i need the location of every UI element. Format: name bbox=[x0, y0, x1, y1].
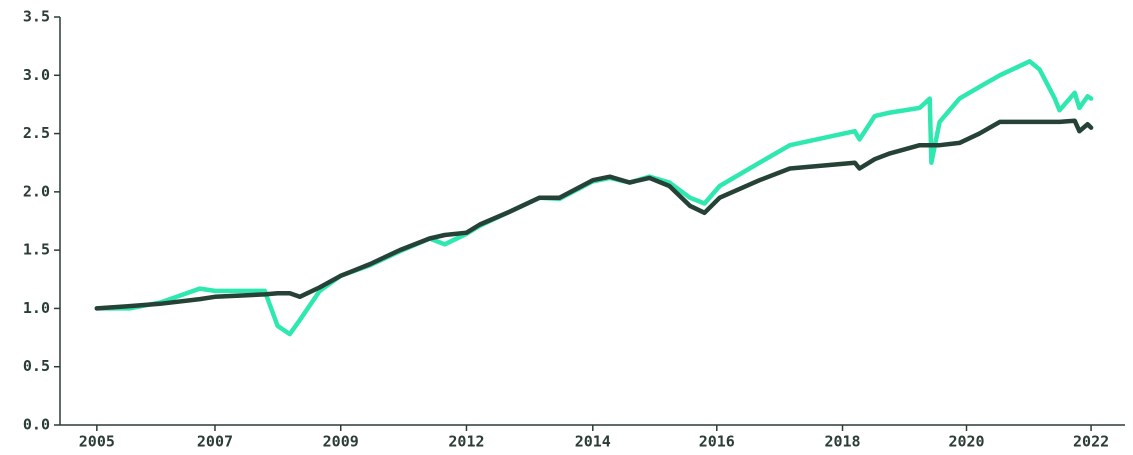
y-tick-label: 1.0 bbox=[23, 299, 50, 317]
x-tick-label: 2009 bbox=[323, 433, 359, 451]
series-line bbox=[94, 118, 1094, 311]
x-tick-label: 2022 bbox=[1073, 433, 1109, 451]
x-tick-label: 2020 bbox=[948, 433, 984, 451]
x-tick-label: 2014 bbox=[575, 433, 611, 451]
y-tick-label: 0.5 bbox=[23, 357, 50, 375]
x-tick-label: 2016 bbox=[699, 433, 735, 451]
y-tick-label: 3.5 bbox=[23, 8, 50, 26]
y-tick-label: 0.0 bbox=[23, 416, 50, 434]
y-tick-label: 2.5 bbox=[23, 124, 50, 142]
y-tick-label: 1.5 bbox=[23, 241, 50, 259]
x-tick-label: 2018 bbox=[824, 433, 860, 451]
y-tick-label: 3.0 bbox=[23, 66, 50, 84]
y-tick-label: 2.0 bbox=[23, 182, 50, 200]
x-tick-label: 2007 bbox=[197, 433, 233, 451]
x-tick-label: 2012 bbox=[448, 433, 484, 451]
x-tick-label: 2005 bbox=[79, 433, 115, 451]
